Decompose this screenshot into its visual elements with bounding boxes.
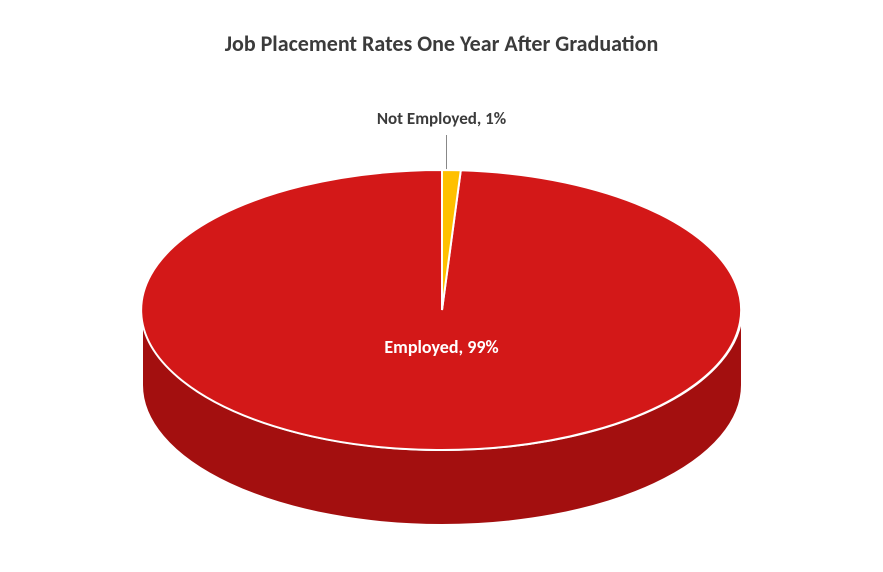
- chart-title: Job Placement Rates One Year After Gradu…: [0, 30, 883, 57]
- leader-line-not-employed: [446, 135, 447, 170]
- slice-label-employed: Employed, 99%: [0, 336, 883, 358]
- pie-3d: [112, 168, 772, 568]
- slice-label-not-employed: Not Employed, 1%: [0, 108, 883, 129]
- pie-chart-container: Job Placement Rates One Year After Gradu…: [0, 0, 883, 572]
